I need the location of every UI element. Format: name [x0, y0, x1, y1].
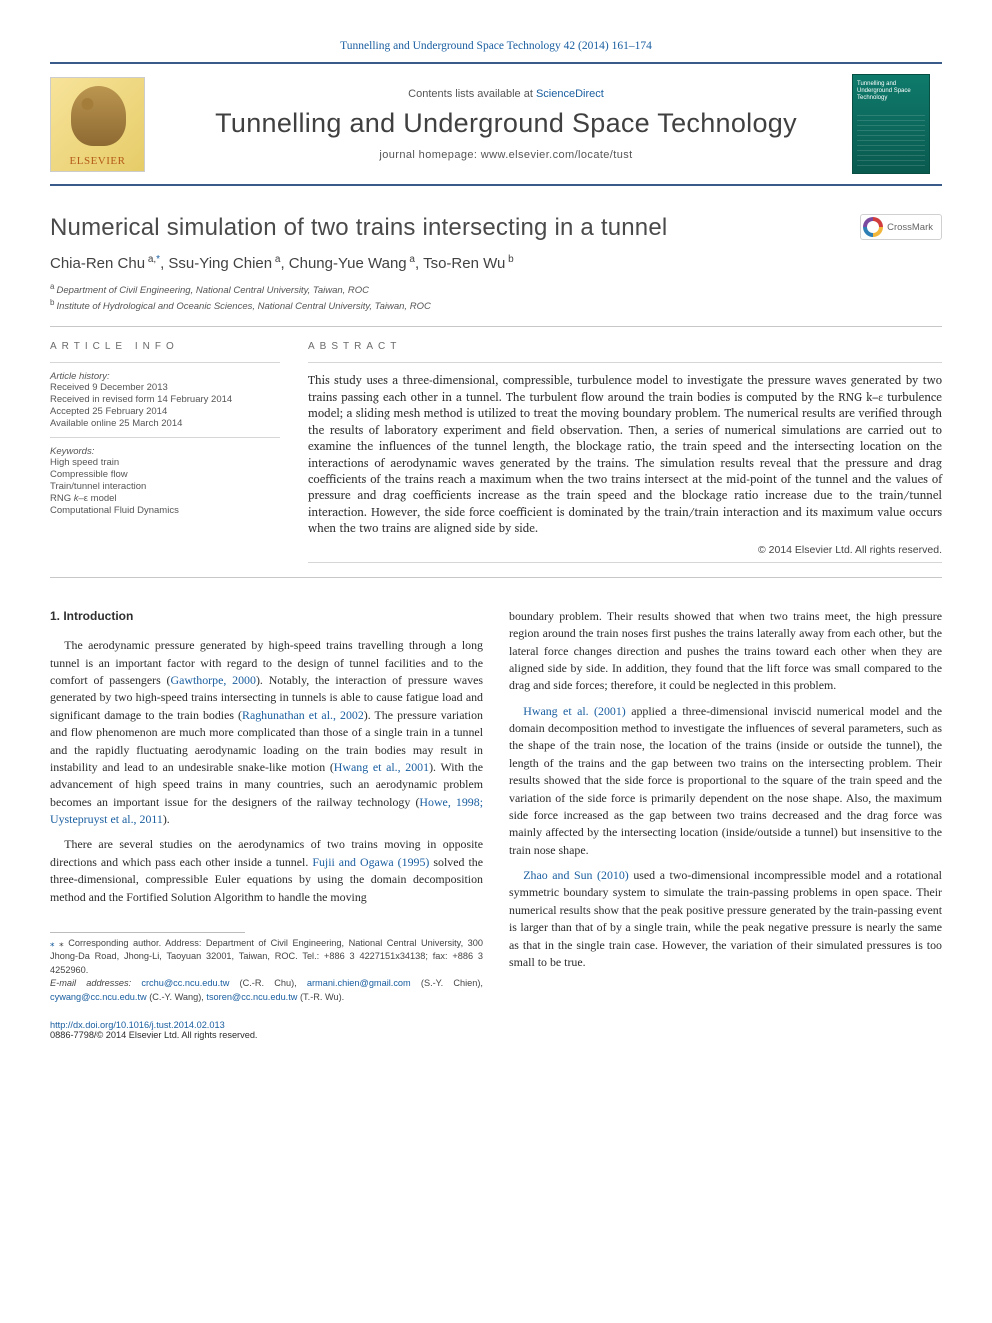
affiliation-a: aDepartment of Civil Engineering, Nation… — [50, 282, 942, 296]
journal-cover-thumb: Tunnelling and Underground Space Technol… — [852, 74, 930, 174]
email-2[interactable]: armani.chien@gmail.com — [307, 978, 411, 988]
body-p4: Hwang et al. (2001) applied a three-dime… — [509, 703, 942, 859]
citation-header: Tunnelling and Underground Space Technol… — [50, 40, 942, 52]
abstract-block: ABSTRACT This study uses a three-dimensi… — [308, 341, 942, 563]
author-3: Chung-Yue Wang a — [289, 255, 415, 272]
abstract-copyright: © 2014 Elsevier Ltd. All rights reserved… — [308, 544, 942, 556]
keywords-list: High speed train Compressible flow Train… — [50, 457, 280, 516]
article-info-label: ARTICLE INFO — [50, 341, 280, 352]
divider-2 — [50, 577, 942, 578]
email-4[interactable]: tsoren@cc.ncu.edu.tw — [206, 992, 297, 1002]
doi-link[interactable]: http://dx.doi.org/10.1016/j.tust.2014.02… — [50, 1020, 225, 1030]
journal-homepage: journal homepage: www.elsevier.com/locat… — [160, 149, 852, 161]
corr-footnote: ⁎ ⁎ Corresponding author. Address: Depar… — [50, 937, 483, 977]
author-1: Chia-Ren Chu a,* — [50, 255, 160, 272]
sciencedirect-line: Contents lists available at ScienceDirec… — [160, 88, 852, 100]
keywords-title: Keywords: — [50, 446, 280, 457]
ref-fujii-1995[interactable]: Fujii and Ogawa (1995) — [312, 855, 429, 869]
issn-copyright: 0886-7798/© 2014 Elsevier Ltd. All right… — [50, 1030, 257, 1040]
body-p1: The aerodynamic pressure generated by hi… — [50, 637, 483, 828]
keyword: Train/tunnel interaction — [50, 481, 280, 492]
keyword: Compressible flow — [50, 469, 280, 480]
keyword: High speed train — [50, 457, 280, 468]
author-2: Ssu-Ying Chien a — [168, 255, 280, 272]
article-title: Numerical simulation of two trains inter… — [50, 214, 667, 242]
history-accepted: Accepted 25 February 2014 — [50, 406, 280, 417]
affiliation-b: bInstitute of Hydrological and Oceanic S… — [50, 298, 942, 312]
body-columns: 1. Introduction The aerodynamic pressure… — [50, 608, 942, 1004]
journal-name: Tunnelling and Underground Space Technol… — [160, 108, 852, 139]
email-3[interactable]: cywang@cc.ncu.edu.tw — [50, 992, 147, 1002]
footnotes: ⁎ ⁎ Corresponding author. Address: Depar… — [50, 937, 483, 1004]
corr-star[interactable]: * — [156, 254, 160, 265]
ref-hwang-2001[interactable]: Hwang et al., 2001 — [334, 760, 429, 774]
footnote-separator — [50, 932, 245, 933]
cover-title: Tunnelling and Underground Space Technol… — [853, 75, 929, 103]
ref-hwang-2001b[interactable]: Hwang et al. (2001) — [523, 704, 626, 718]
history-title: Article history: — [50, 371, 280, 382]
citation-link[interactable]: Tunnelling and Underground Space Technol… — [340, 40, 652, 52]
history-received: Received 9 December 2013 — [50, 382, 280, 393]
ref-raghunathan-2002[interactable]: Raghunathan et al., 2002 — [242, 708, 364, 722]
keyword: RNG k–ε model — [50, 493, 280, 504]
email-1[interactable]: crchu@cc.ncu.edu.tw — [141, 978, 229, 988]
body-p5: Zhao and Sun (2010) used a two-dimension… — [509, 867, 942, 971]
author-4: Tso-Ren Wu b — [423, 255, 514, 272]
sciencedirect-link[interactable]: ScienceDirect — [536, 88, 604, 100]
crossmark-badge[interactable]: CrossMark — [860, 214, 942, 240]
email-footnote: E-mail addresses: crchu@cc.ncu.edu.tw (C… — [50, 977, 483, 1004]
body-p2: There are several studies on the aerodyn… — [50, 836, 483, 906]
abstract-label: ABSTRACT — [308, 341, 942, 352]
publisher-name: ELSEVIER — [70, 155, 126, 167]
ref-zhao-sun-2010[interactable]: Zhao and Sun (2010) — [523, 868, 629, 882]
article-info-block: ARTICLE INFO Article history: Received 9… — [50, 341, 280, 563]
crossmark-icon — [863, 217, 883, 237]
abstract-text: This study uses a three-dimensional, com… — [308, 373, 942, 538]
elsevier-logo: ELSEVIER — [50, 77, 145, 172]
body-p3-col2: boundary problem. Their results showed t… — [509, 608, 942, 695]
authors: Chia-Ren Chu a,*, Ssu-Ying Chien a, Chun… — [50, 254, 942, 272]
section-heading: 1. Introduction — [50, 608, 483, 626]
history-revised: Received in revised form 14 February 201… — [50, 394, 280, 405]
banner-center: Contents lists available at ScienceDirec… — [160, 88, 852, 161]
keyword: Computational Fluid Dynamics — [50, 505, 280, 516]
page-footer: http://dx.doi.org/10.1016/j.tust.2014.02… — [50, 1020, 942, 1040]
ref-gawthorpe-2000[interactable]: Gawthorpe, 2000 — [171, 673, 256, 687]
divider — [50, 326, 942, 327]
crossmark-label: CrossMark — [887, 222, 933, 233]
history-online: Available online 25 March 2014 — [50, 418, 280, 429]
sd-prefix: Contents lists available at — [408, 88, 536, 100]
journal-banner: ELSEVIER Contents lists available at Sci… — [50, 62, 942, 186]
